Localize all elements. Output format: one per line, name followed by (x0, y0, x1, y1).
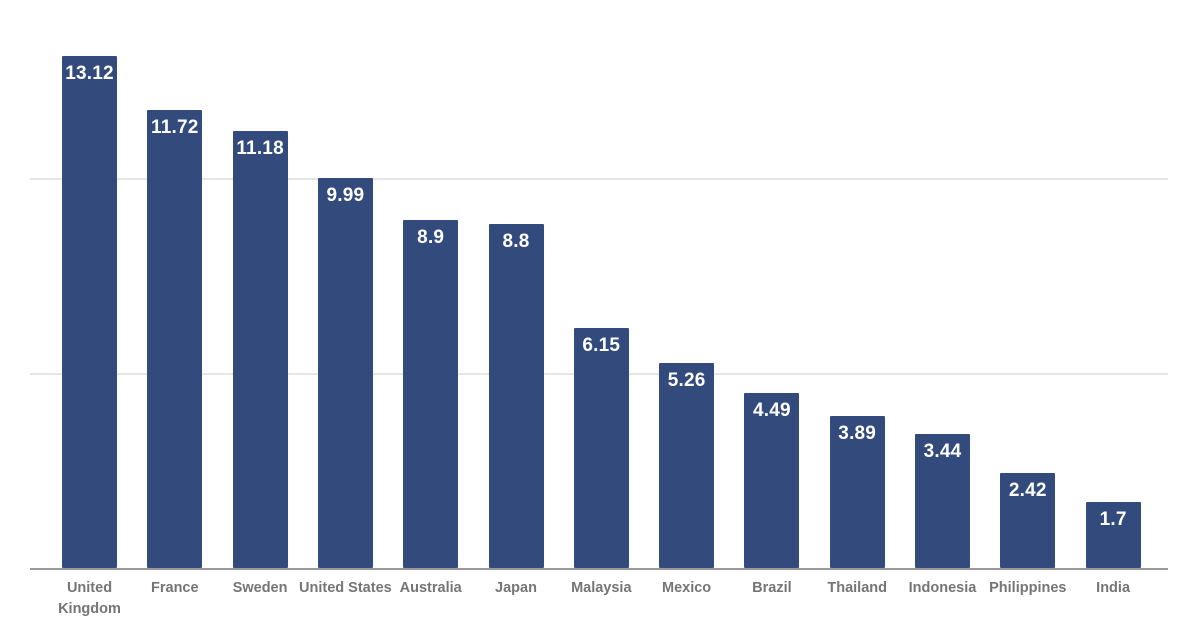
bar: 1.7 (1085, 501, 1141, 568)
bar-value-label: 13.12 (65, 62, 114, 84)
bar-value-label: 8.8 (502, 231, 530, 253)
bar-value-label: 9.99 (326, 184, 365, 206)
category-label: France (151, 580, 199, 596)
bar: 13.12 (62, 55, 117, 568)
bar: 2.42 (1000, 473, 1056, 568)
category-label: Australia (399, 580, 462, 596)
bar-value-label: 3.89 (838, 423, 877, 445)
category-label: Philippines (989, 580, 1067, 596)
category-label: Mexico (662, 580, 712, 596)
bar: 9.99 (317, 177, 373, 568)
bar-value-label: 2.42 (1008, 480, 1047, 502)
bar: 11.72 (147, 110, 203, 568)
category-label: Thailand (827, 580, 887, 596)
category-label: Sweden (232, 580, 288, 596)
bar: 8.8 (488, 224, 544, 568)
bar: 4.49 (744, 392, 800, 568)
category-label: Brazil (752, 580, 792, 596)
category-label: Japan (495, 580, 537, 596)
category-label: India (1096, 580, 1131, 596)
bar: 5.26 (659, 362, 715, 568)
bar-value-label: 3.44 (923, 440, 962, 462)
gridline (30, 177, 1168, 180)
bar-value-label: 4.49 (753, 399, 791, 421)
bar-value-label: 11.18 (236, 138, 284, 160)
category-label: Malaysia (571, 580, 632, 596)
bar-value-label: 6.15 (582, 334, 621, 356)
bar: 8.9 (403, 220, 459, 568)
bar: 3.44 (915, 433, 970, 568)
category-label: United States (299, 580, 392, 596)
category-label: United Kingdom (58, 580, 121, 617)
bar-value-label: 5.26 (667, 369, 706, 391)
category-label: Indonesia (908, 580, 977, 596)
x-axis-line (30, 568, 1168, 570)
bar-value-label: 11.72 (151, 117, 199, 139)
bar: 3.89 (829, 416, 885, 568)
bar-value-label: 1.7 (1099, 508, 1127, 530)
bar-value-label: 8.9 (417, 227, 445, 249)
bar: 6.15 (573, 327, 629, 568)
bar: 11.18 (232, 131, 288, 568)
